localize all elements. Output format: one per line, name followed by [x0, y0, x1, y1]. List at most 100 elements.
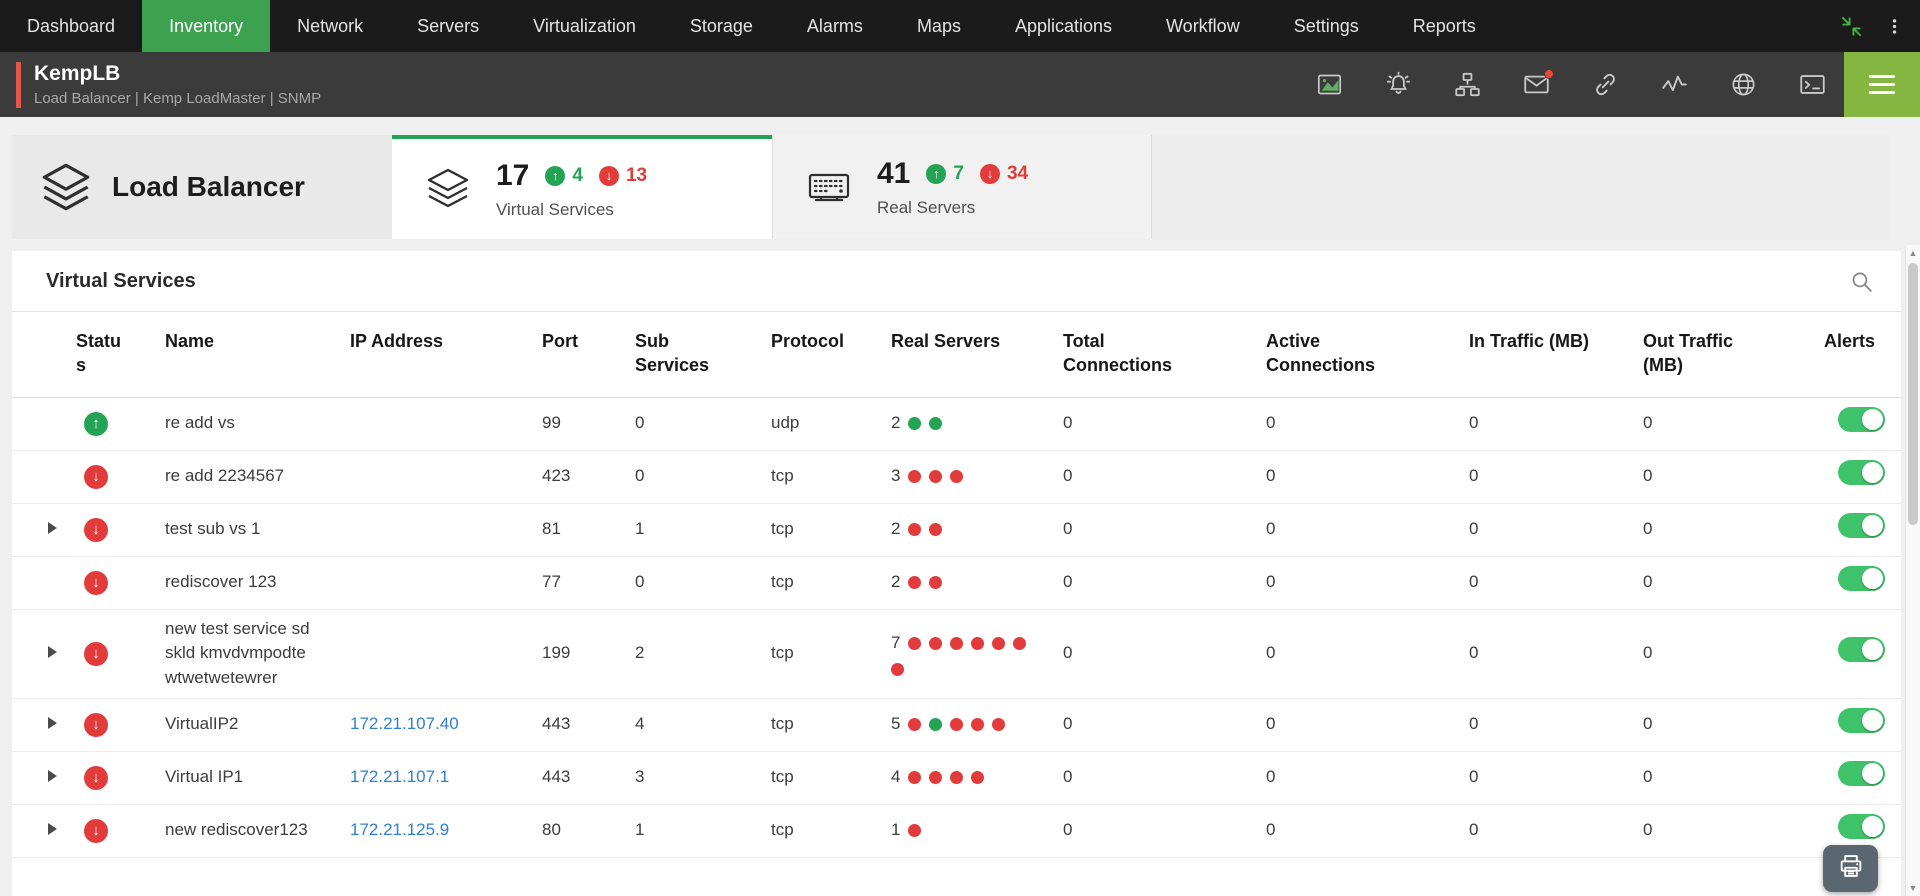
mail-icon[interactable] [1523, 69, 1554, 98]
sparkline-icon[interactable] [1661, 71, 1688, 98]
expand-caret-icon[interactable] [48, 823, 57, 836]
tab-label: Virtual Services [496, 199, 614, 219]
out-traffic-value: 0 [1643, 767, 1653, 787]
alert-toggle[interactable] [1838, 566, 1885, 592]
nav-item-network[interactable]: Network [297, 15, 364, 36]
alert-toggle[interactable] [1838, 761, 1885, 787]
alarm-bell-icon[interactable] [1385, 71, 1412, 98]
status-down-icon: ↓ [84, 712, 108, 737]
alert-toggle[interactable] [1838, 460, 1885, 486]
column-header-status[interactable]: Status [76, 331, 121, 376]
total-connections-value: 0 [1063, 466, 1073, 486]
category-title-label: Load Balancer [112, 171, 305, 202]
table-row: ↑ re add vs 99 0 udp 2 0 0 0 0 [12, 398, 1901, 451]
ip-address-link[interactable]: 172.21.107.1 [350, 767, 450, 787]
tab-label: Real Servers [877, 197, 976, 217]
real-server-dot-down [908, 718, 922, 731]
real-servers-value: 2 [891, 570, 1041, 595]
kebab-menu-icon[interactable] [1885, 17, 1904, 36]
port-value: 80 [542, 820, 561, 840]
tab-real-servers[interactable]: 41 ↑ 7 ↓ 34 Real Servers [772, 135, 1152, 239]
sub-services-value: 4 [635, 714, 645, 734]
status-down-icon: ↓ [84, 641, 108, 666]
nav-item-settings[interactable]: Settings [1293, 15, 1359, 36]
column-header-port[interactable]: Port [542, 331, 578, 351]
alert-toggle[interactable] [1838, 708, 1885, 734]
floating-action-button[interactable] [1823, 845, 1878, 892]
real-server-dot-up [929, 417, 943, 431]
column-header-sub[interactable]: Sub Services [635, 331, 710, 376]
toggle-knob [1862, 763, 1883, 785]
card-header: Virtual Services [12, 251, 1901, 312]
expand-caret-icon[interactable] [48, 770, 57, 783]
real-server-dot-down [929, 470, 943, 484]
nav-item-maps[interactable]: Maps [916, 15, 961, 36]
toggle-knob [1862, 816, 1883, 838]
alert-toggle[interactable] [1838, 513, 1885, 539]
hamburger-menu-icon[interactable] [1844, 52, 1920, 117]
performance-chart-icon[interactable] [1316, 71, 1343, 98]
nav-item-virtualization[interactable]: Virtualization [533, 15, 636, 36]
expand-caret-icon[interactable] [48, 522, 57, 535]
real-server-dot-down [950, 470, 964, 484]
in-traffic-value: 0 [1469, 820, 1479, 840]
nav-item-storage[interactable]: Storage [689, 15, 753, 36]
sub-services-value: 1 [635, 820, 645, 840]
protocol-value: tcp [771, 572, 794, 592]
column-header-alerts[interactable]: Alerts [1824, 331, 1876, 351]
tab-up-count: ↑ 7 [926, 163, 964, 185]
column-header-name[interactable]: Name [165, 331, 215, 351]
real-server-dot-down [971, 771, 985, 784]
in-traffic-value: 0 [1469, 413, 1479, 433]
real-server-dot-down [929, 771, 943, 784]
alert-toggle[interactable] [1838, 814, 1885, 840]
active-connections-value: 0 [1266, 572, 1276, 592]
collapse-icon[interactable] [1840, 15, 1863, 38]
ip-address-link[interactable]: 172.21.125.9 [350, 820, 450, 840]
nav-item-servers[interactable]: Servers [417, 15, 480, 36]
ip-address-link[interactable]: 172.21.107.40 [350, 714, 459, 734]
out-traffic-value: 0 [1643, 714, 1653, 734]
nav-item-alarms[interactable]: Alarms [806, 15, 863, 36]
column-header-out[interactable]: Out Traffic (MB) [1643, 331, 1734, 376]
scroll-up-arrow-icon[interactable]: ▲ [1908, 248, 1918, 258]
virtual-service-name: re add 2234567 [165, 466, 285, 486]
virtual-service-name: VirtualIP2 [165, 714, 239, 734]
column-header-ip[interactable]: IP Address [350, 331, 444, 351]
globe-icon[interactable] [1730, 71, 1757, 98]
alert-toggle[interactable] [1838, 637, 1885, 663]
real-server-dot-down [908, 470, 922, 484]
real-server-dot-down [971, 718, 985, 731]
alert-toggle[interactable] [1838, 407, 1885, 433]
search-icon[interactable] [1849, 269, 1874, 294]
nav-item-applications[interactable]: Applications [1014, 15, 1113, 36]
tab-virtual-services[interactable]: 17 ↑ 4 ↓ 13 Virtual Services [392, 135, 772, 239]
scroll-down-arrow-icon[interactable]: ▼ [1908, 883, 1918, 893]
out-traffic-value: 0 [1643, 643, 1653, 663]
virtual-service-name: rediscover 123 [165, 572, 277, 592]
column-header-in[interactable]: In Traffic (MB) [1469, 331, 1589, 351]
nav-item-dashboard[interactable]: Dashboard [27, 15, 116, 36]
nav-item-inventory[interactable]: Inventory [142, 0, 271, 52]
nav-item-reports[interactable]: Reports [1412, 15, 1476, 36]
active-connections-value: 0 [1266, 714, 1276, 734]
vertical-scrollbar[interactable]: ▲ ▼ [1905, 245, 1920, 896]
column-header-rs[interactable]: Real Servers [891, 331, 1001, 351]
real-server-dot-up [929, 718, 943, 731]
column-header-active[interactable]: Active Connections [1266, 331, 1376, 376]
toggle-knob [1862, 568, 1883, 590]
nav-item-workflow[interactable]: Workflow [1166, 15, 1240, 36]
out-traffic-value: 0 [1643, 519, 1653, 539]
device-summary-panel: Load Balancer 17 ↑ 4 ↓ 13 Virtual Services 41 ↑… [12, 135, 1889, 239]
column-header-total[interactable]: Total Connections [1063, 331, 1173, 376]
sub-services-value: 0 [635, 572, 645, 592]
expand-caret-icon[interactable] [48, 646, 57, 659]
expand-caret-icon[interactable] [48, 717, 57, 730]
out-traffic-value: 0 [1643, 820, 1653, 840]
terminal-icon[interactable] [1799, 71, 1826, 98]
workflow-sitemap-icon[interactable] [1454, 71, 1481, 98]
column-header-proto[interactable]: Protocol [771, 331, 845, 351]
link-icon[interactable] [1592, 71, 1619, 98]
total-connections-value: 0 [1063, 820, 1073, 840]
scrollbar-thumb[interactable] [1908, 263, 1918, 525]
